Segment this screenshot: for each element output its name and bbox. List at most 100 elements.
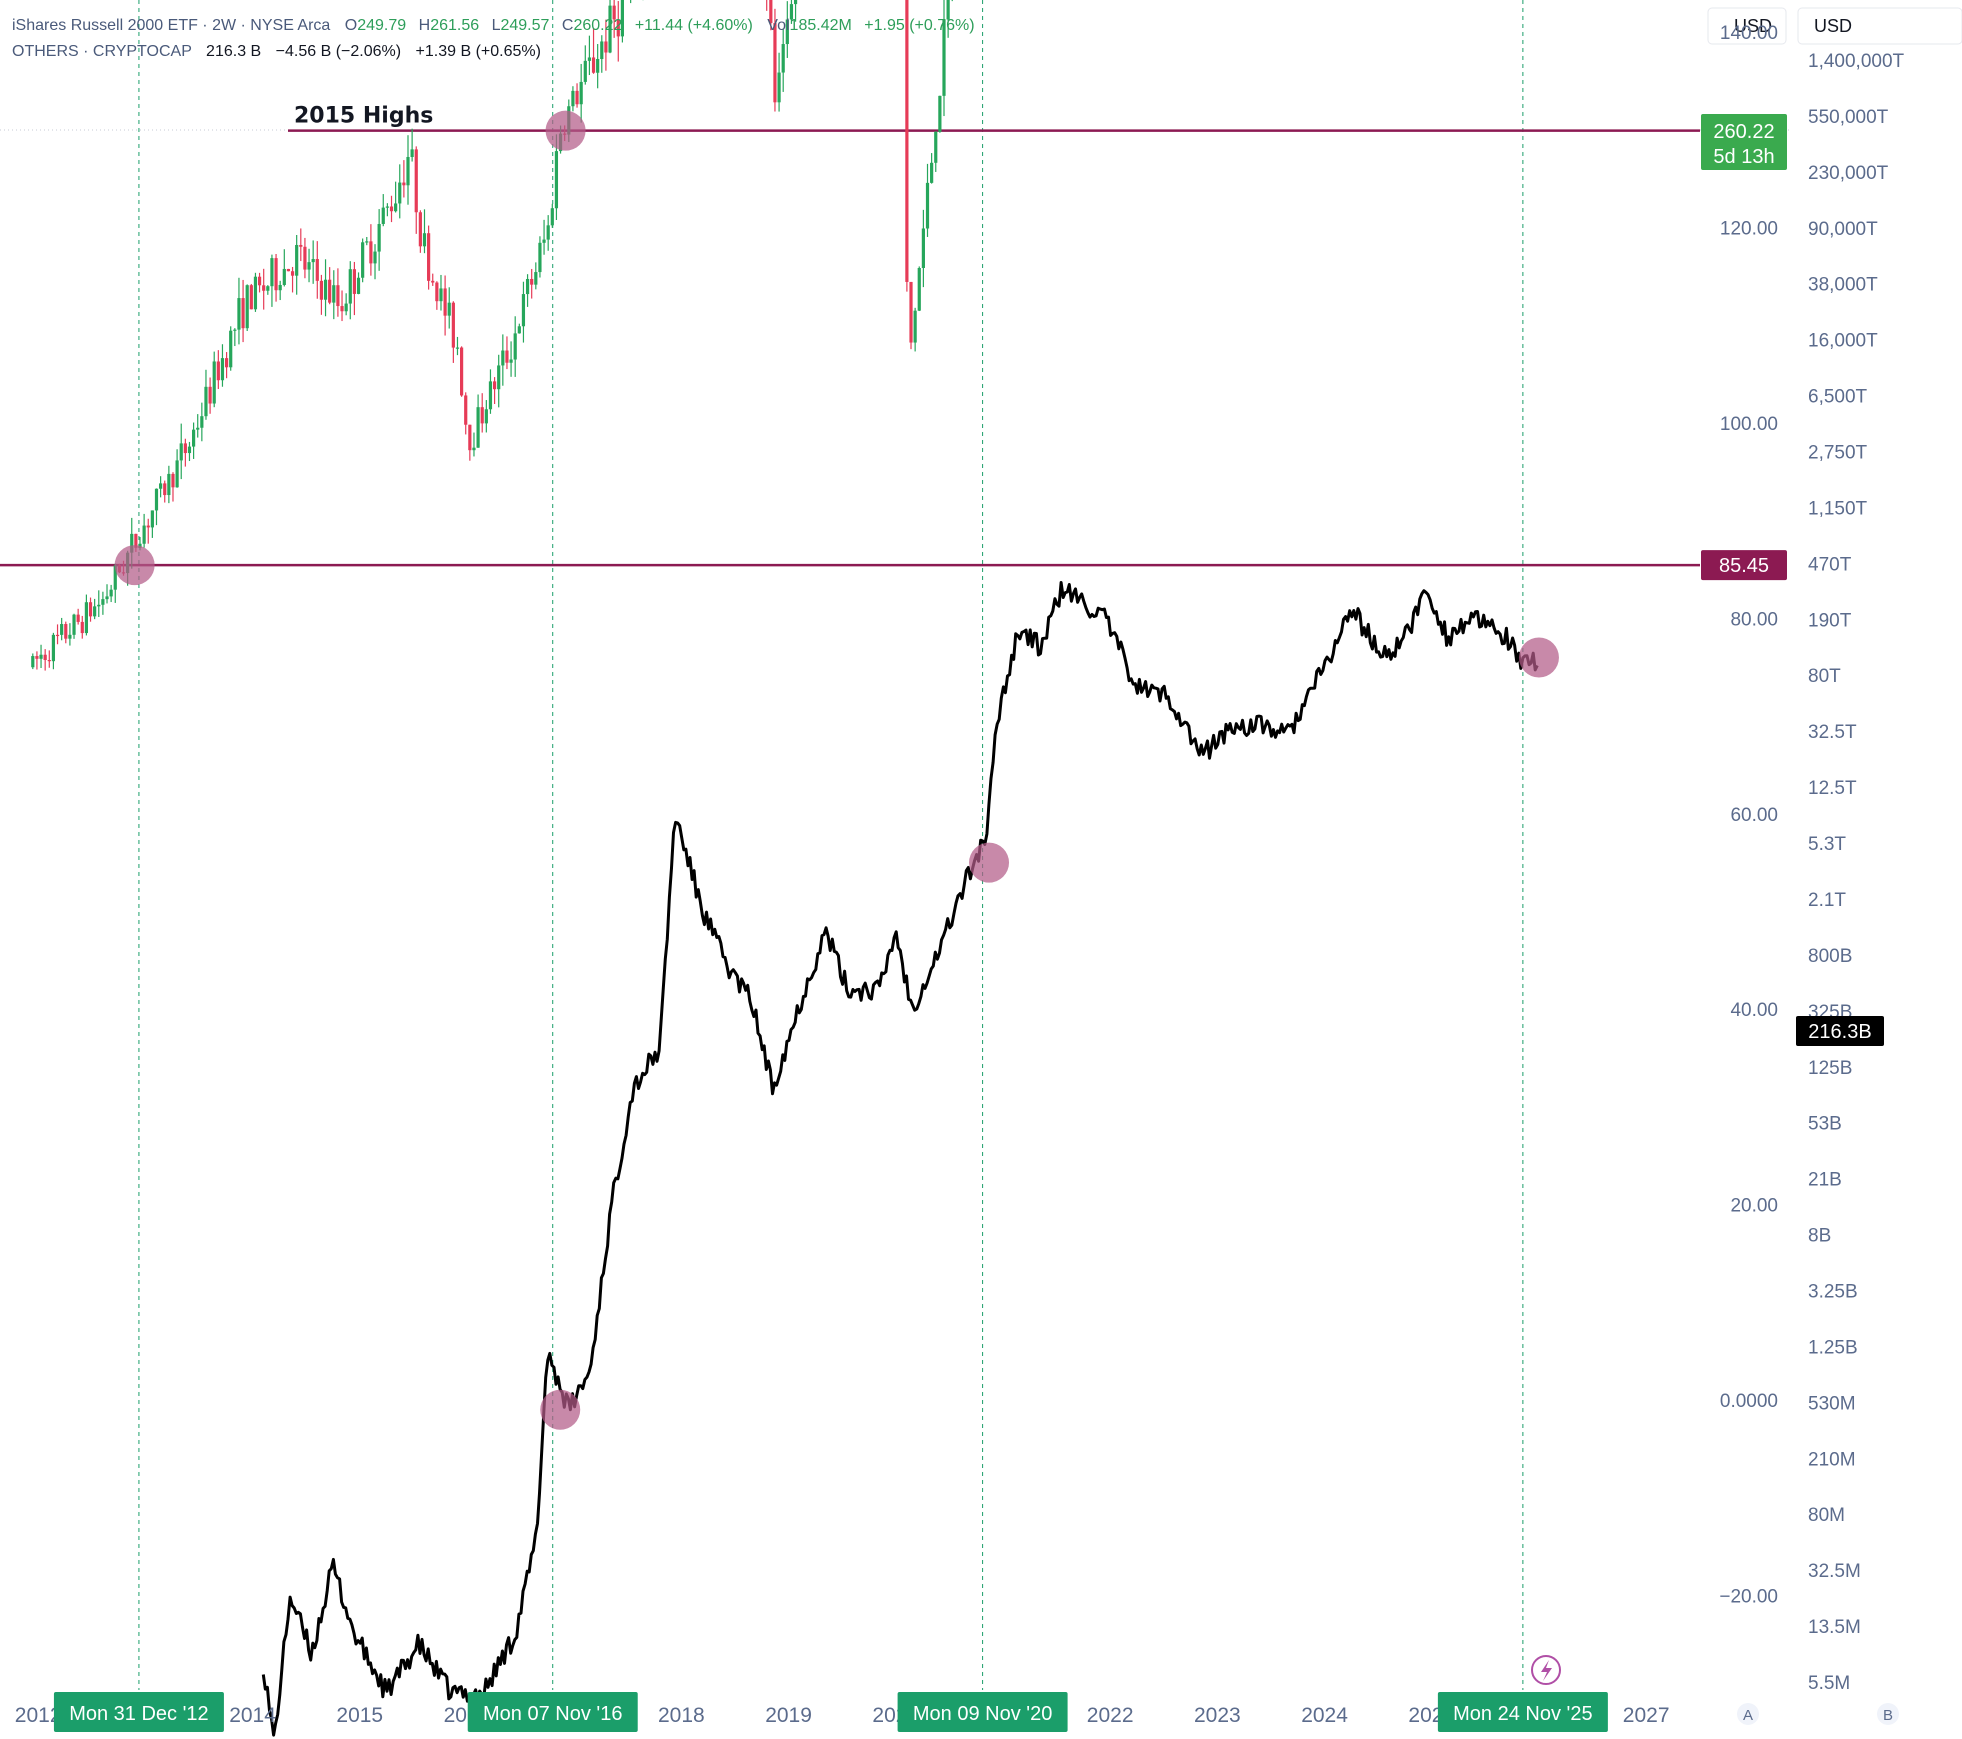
level-price-badge: 85.45	[1701, 550, 1787, 581]
change-value: +11.44 (+4.60%)	[635, 17, 753, 34]
candle	[196, 414, 200, 438]
candle	[571, 86, 575, 112]
lightning-icon[interactable]	[1531, 1655, 1561, 1685]
open-value: 249.79	[357, 17, 406, 34]
candle	[245, 284, 249, 331]
auto-scale-label: A	[1743, 1707, 1753, 1724]
cryptocap-line-series	[261, 581, 1539, 1737]
candle	[921, 209, 925, 288]
currency-label-left: USD	[1734, 16, 1772, 36]
candle	[278, 280, 282, 301]
candle	[220, 344, 225, 387]
candle	[365, 236, 369, 246]
year-tick-label: 2012	[15, 1704, 62, 1727]
log-tick-label: 800B	[1808, 946, 1852, 967]
candle	[596, 44, 600, 89]
candle	[534, 262, 538, 290]
candle	[72, 613, 76, 639]
candle	[47, 650, 51, 668]
candle	[934, 131, 938, 172]
candle	[39, 644, 43, 669]
candle	[451, 301, 455, 363]
candle	[340, 290, 344, 322]
candle	[917, 266, 921, 312]
candle	[410, 128, 414, 162]
circle-marker	[969, 842, 1010, 883]
crypto-name: OTHERS · CRYPTOCAP	[12, 43, 192, 60]
candle	[427, 225, 431, 290]
candle	[68, 623, 72, 646]
candle	[385, 203, 389, 217]
date-tag: Mon 31 Dec '12	[53, 1692, 224, 1732]
log-tick-label: 12.5T	[1808, 778, 1857, 799]
candle	[476, 394, 480, 448]
candle	[171, 472, 175, 502]
candle	[286, 268, 291, 272]
candle	[249, 283, 253, 310]
candle	[43, 649, 47, 671]
crypto-extra-change: +1.39 B (+0.65%)	[416, 43, 541, 60]
candle	[290, 266, 295, 293]
candle	[303, 237, 307, 279]
candle	[472, 432, 476, 457]
auto-scale-button[interactable]: A	[1737, 1703, 1759, 1725]
candle	[575, 83, 579, 108]
price-tick-label: 60.00	[1730, 805, 1778, 826]
candle	[546, 215, 550, 251]
right-log-axis[interactable]: 1,400,000T 550,000T 230,000T 90,000T 38,000T…	[1808, 51, 1905, 1694]
year-tick-label: 2014	[229, 1704, 276, 1727]
svg-text:OTHERS · CRYPTOCAP 216.3: OTHERS · CRYPTOCAP 216.3 B −4.56 B (−2.0…	[12, 43, 541, 60]
currency-button-right[interactable]: USD	[1797, 7, 1962, 45]
candle	[620, 0, 624, 43]
candle	[389, 195, 394, 223]
price-tick-label: 80.00	[1730, 609, 1778, 630]
candle	[373, 244, 377, 280]
candle	[270, 254, 274, 307]
left-price-axis[interactable]: 240.00220.00200.00180.00160.00140.00120.…	[1719, 0, 1778, 1739]
legend-crypto[interactable]: OTHERS · CRYPTOCAP 216.3 B −4.56 B (−2.0…	[12, 43, 541, 60]
candle	[262, 268, 266, 310]
candle	[488, 369, 493, 414]
candle	[224, 352, 229, 379]
candle	[501, 334, 505, 386]
candle	[464, 392, 468, 435]
candle	[369, 224, 373, 276]
year-tick-label: 2027	[1623, 1704, 1670, 1727]
etf-name: iShares Russell 2000 ETF · 2W · NYSE Arc…	[12, 17, 330, 34]
log-tick-label: 3.25B	[1808, 1281, 1858, 1302]
log-scale-button[interactable]: B	[1877, 1703, 1899, 1725]
circle-marker	[114, 545, 155, 586]
candle	[497, 354, 501, 408]
candle	[942, 0, 946, 117]
price-tick-label: 0.0000	[1720, 1391, 1778, 1412]
time-axis[interactable]: 2012 2014 2015 2016 2018 2019 2020 2022 2023 2024…	[15, 1692, 1670, 1732]
svg-text:85.45: 85.45	[1719, 555, 1769, 577]
svg-text:Mon 07 Nov '16: Mon 07 Nov '16	[483, 1703, 622, 1725]
candle	[113, 563, 117, 603]
candle	[439, 274, 443, 311]
candle	[356, 272, 361, 295]
current-price-badge: 260.22 5d 13h	[1701, 114, 1787, 170]
candle	[460, 346, 464, 397]
candle	[492, 377, 497, 404]
candle	[554, 134, 559, 221]
svg-text:260.22: 260.22	[1713, 121, 1774, 143]
currency-label-right: USD	[1814, 16, 1852, 36]
open-label: O	[345, 17, 357, 34]
year-tick-label: 2022	[1087, 1704, 1134, 1727]
candle	[159, 476, 163, 498]
candle	[447, 287, 451, 329]
candle	[793, 0, 798, 22]
candle	[406, 135, 410, 205]
horizontal-level-lines[interactable]: 2021 Highs2018 Highs2015 Highs	[0, 0, 1700, 567]
legend-etf[interactable]: iShares Russell 2000 ETF · 2W · NYSE Arc…	[12, 17, 975, 34]
candle	[154, 488, 159, 526]
candle	[93, 598, 97, 620]
log-tick-label: 13.5M	[1808, 1617, 1861, 1638]
candle	[414, 146, 418, 234]
log-tick-label: 2,750T	[1808, 443, 1868, 464]
candle	[587, 35, 592, 76]
currency-button-left[interactable]: USD	[1707, 7, 1787, 45]
year-tick-label: 2015	[336, 1704, 383, 1727]
